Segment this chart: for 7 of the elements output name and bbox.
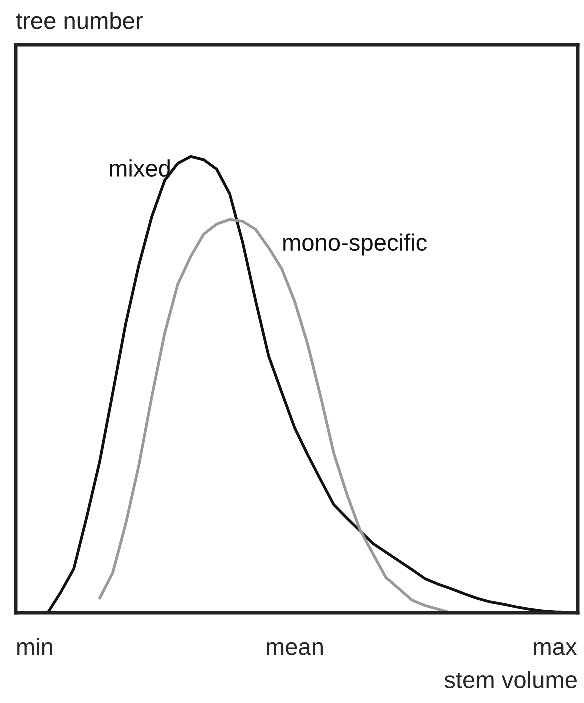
x-tick-label: mean xyxy=(267,642,323,656)
x-axis-title: stem volume xyxy=(444,671,577,688)
series-label: mixed xyxy=(110,160,170,177)
x-tick-label: min xyxy=(18,638,52,656)
x-tick-label: max xyxy=(534,642,578,656)
text: tree number xyxy=(16,12,143,30)
series-label: mono-specific xyxy=(284,234,428,256)
